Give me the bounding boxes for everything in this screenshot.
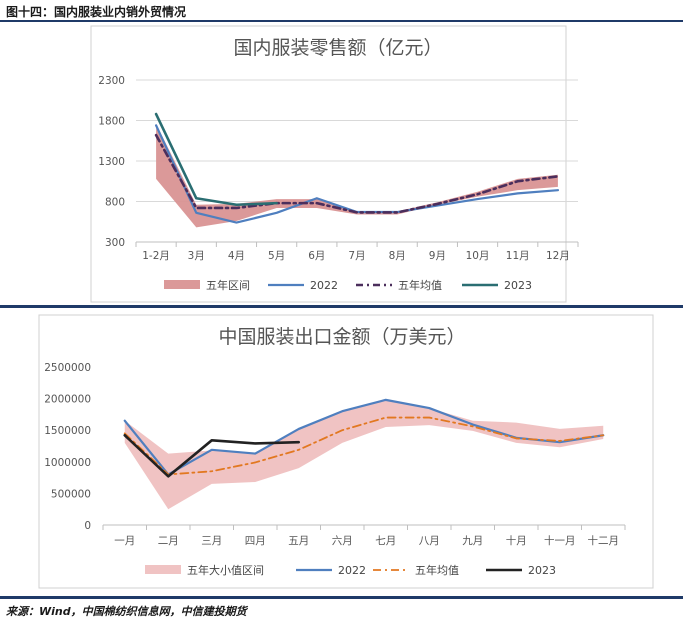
legend-label: 五年均值 xyxy=(398,278,442,292)
figure-title: 图十四：国内服装业内销外贸情况 xyxy=(6,5,187,19)
range-band xyxy=(156,123,558,228)
x-tick-label: 6月 xyxy=(308,250,325,262)
y-tick-label: 2000000 xyxy=(44,394,91,406)
chart-title: 国内服装零售额（亿元） xyxy=(233,37,442,59)
legend-label: 2023 xyxy=(528,564,556,577)
x-tick-label: 四月 xyxy=(245,535,266,547)
y-tick-label: 2500000 xyxy=(44,362,91,374)
x-tick-label: 3月 xyxy=(188,250,205,262)
y-tick-label: 300 xyxy=(105,237,125,249)
legend-label: 2022 xyxy=(338,564,366,577)
series-line-五年均值 xyxy=(123,416,605,476)
x-tick-label: 五月 xyxy=(288,535,309,547)
y-tick-label: 0 xyxy=(84,520,91,532)
top-rule xyxy=(0,20,683,22)
x-tick-label: 三月 xyxy=(201,535,222,547)
y-tick-label: 1500000 xyxy=(44,425,91,437)
legend-label: 五年大小值区间 xyxy=(187,563,264,577)
x-tick-label: 8月 xyxy=(389,250,406,262)
chart-2: 中国服装出口金额（万美元） 0 500000 1000000 1500000 200000… xyxy=(38,314,654,589)
y-tick-label: 2300 xyxy=(98,75,125,87)
series-line-2023 xyxy=(154,112,278,207)
legend-label: 2023 xyxy=(504,279,532,292)
x-tick-label: 12月 xyxy=(546,250,570,262)
x-tick-label: 二月 xyxy=(158,535,179,547)
middle-rule xyxy=(0,305,683,308)
series-line-2023 xyxy=(123,433,301,478)
x-tick-label: 5月 xyxy=(268,250,285,262)
x-tick-label: 九月 xyxy=(462,535,483,547)
x-tick-label: 7月 xyxy=(348,250,365,262)
bottom-rule xyxy=(0,596,683,599)
legend-swatch-band xyxy=(164,280,200,289)
y-tick-label: 1000000 xyxy=(44,457,91,469)
x-tick-label: 9月 xyxy=(429,250,446,262)
y-tick-label: 800 xyxy=(105,197,125,209)
x-tick-label: 八月 xyxy=(419,535,440,547)
x-tick-label: 11月 xyxy=(506,250,530,262)
source-note: 来源：Wind，中国棉纺织信息网，中信建投期货 xyxy=(6,605,247,618)
x-tick-label: 七月 xyxy=(375,535,396,547)
y-tick-label: 500000 xyxy=(51,488,91,500)
x-tick-label: 十月 xyxy=(506,534,527,547)
legend-label: 五年区间 xyxy=(206,278,250,292)
legend-label: 2022 xyxy=(310,279,338,292)
legend-swatch-band xyxy=(145,565,181,574)
chart-1: 国内服装零售额（亿元） 300 800 1300 1800 2300 1-2月 3月 4月 5月 6… xyxy=(90,25,579,303)
x-tick-label: 一月 xyxy=(114,535,135,547)
y-tick-label: 1800 xyxy=(98,116,125,128)
x-tick-label: 十二月 xyxy=(588,534,620,547)
chart-title: 中国服装出口金额（万美元） xyxy=(218,326,465,348)
x-tick-label: 十一月 xyxy=(544,534,576,547)
legend-label: 五年均值 xyxy=(415,563,459,577)
x-tick-label: 4月 xyxy=(228,250,245,262)
y-tick-label: 1300 xyxy=(98,156,125,168)
x-tick-label: 六月 xyxy=(332,535,353,547)
x-tick-label: 10月 xyxy=(466,250,490,262)
series-line-五年均值 xyxy=(154,133,560,214)
x-tick-label: 1-2月 xyxy=(142,250,170,262)
